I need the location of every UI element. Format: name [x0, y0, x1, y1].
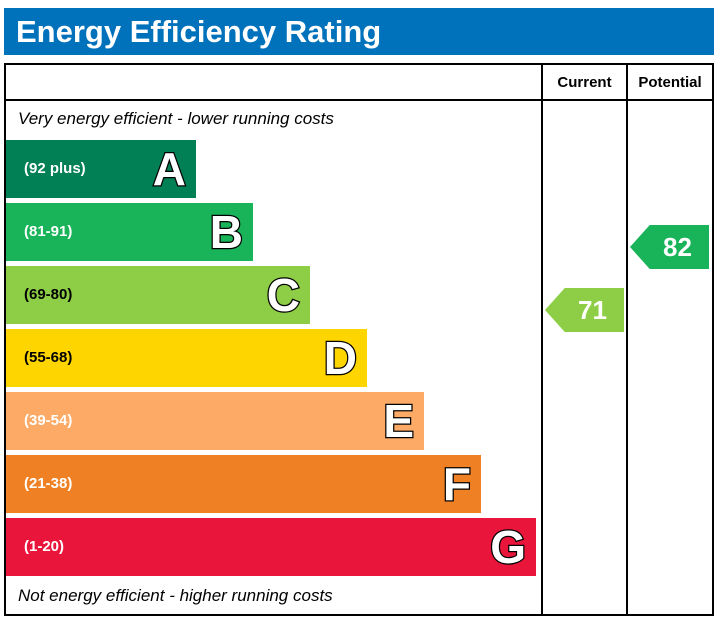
band-range-label: (39-54)	[24, 412, 73, 429]
band-list: (92 plus) A (81-91) B (69-80) C (55-68) D (39-54…	[6, 137, 541, 578]
page-title: Energy Efficiency Rating	[16, 13, 382, 49]
band-bar-D: (55-68) D	[6, 328, 367, 387]
band-row-A: (92 plus) A	[6, 137, 541, 200]
band-letter: B	[209, 205, 245, 258]
band-row-B: (81-91) B	[6, 200, 541, 263]
band-row-F: (21-38) F	[6, 452, 541, 515]
band-letter: F	[442, 457, 473, 510]
potential-column-header: Potential	[626, 65, 712, 101]
band-bar-F: (21-38) F	[6, 454, 481, 513]
band-range-label: (92 plus)	[24, 160, 86, 177]
band-range-label: (1-20)	[24, 538, 65, 555]
band-bar-A: (92 plus) A	[6, 139, 196, 198]
title-bar: Energy Efficiency Rating	[4, 8, 714, 55]
current-rating-arrow-value: 71	[578, 294, 607, 325]
band-row-D: (55-68) D	[6, 326, 541, 389]
band-letter: C	[266, 268, 302, 321]
band-bar-B: (81-91) B	[6, 202, 253, 261]
potential-rating-arrow: 82	[630, 225, 709, 269]
band-bar-E: (39-54) E	[6, 391, 424, 450]
current-rating-column: 71	[541, 101, 626, 614]
band-letter: G	[489, 520, 527, 573]
band-bar-G: (1-20) G	[6, 517, 536, 576]
band-row-G: (1-20) G	[6, 515, 541, 578]
band-letter: D	[323, 331, 359, 384]
band-range-label: (81-91)	[24, 223, 73, 240]
main-header-cell	[6, 65, 541, 101]
caption-bottom: Not energy efficient - higher running co…	[18, 586, 333, 605]
band-range-label: (21-38)	[24, 475, 73, 492]
bands-area: Very energy efficient - lower running co…	[6, 101, 541, 614]
caption-top: Very energy efficient - lower running co…	[18, 109, 334, 128]
band-letter: A	[152, 142, 188, 195]
band-row-E: (39-54) E	[6, 389, 541, 452]
band-letter: E	[382, 394, 415, 447]
epc-page: Energy Efficiency Rating Current Potenti…	[4, 8, 714, 616]
energy-efficiency-chart: Current Potential Very energy efficient …	[4, 63, 714, 616]
band-range-label: (69-80)	[24, 286, 73, 303]
current-rating-arrow: 71	[545, 288, 624, 332]
current-column-header: Current	[541, 65, 626, 101]
potential-rating-arrow-value: 82	[663, 231, 692, 262]
band-row-C: (69-80) C	[6, 263, 541, 326]
band-range-label: (55-68)	[24, 349, 73, 366]
band-bar-C: (69-80) C	[6, 265, 310, 324]
potential-rating-column: 82	[626, 101, 712, 614]
